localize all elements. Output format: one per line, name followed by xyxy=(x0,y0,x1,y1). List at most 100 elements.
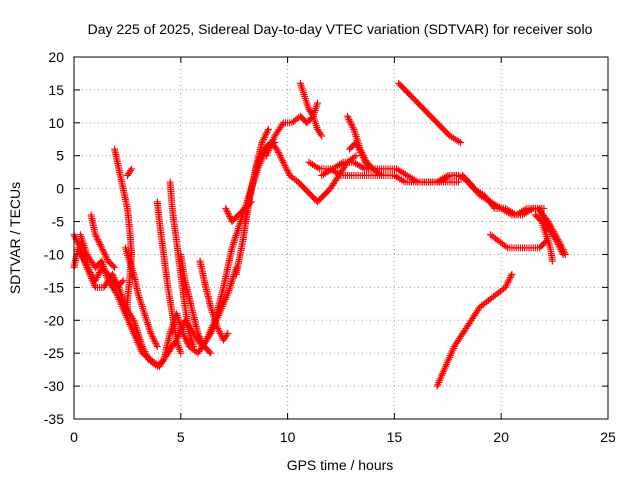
data-point-marker xyxy=(336,161,344,169)
data-point-marker xyxy=(232,232,240,240)
data-point-marker xyxy=(94,236,102,244)
data-point-marker xyxy=(108,270,116,278)
data-point-marker xyxy=(477,189,485,197)
data-point-marker xyxy=(503,280,511,288)
data-point-marker xyxy=(109,262,117,270)
data-point-marker xyxy=(312,163,320,171)
series-track-20 xyxy=(346,139,373,173)
data-point-marker xyxy=(263,129,271,137)
data-point-marker xyxy=(223,208,231,216)
data-point-marker xyxy=(132,323,140,331)
x-tick-label: 5 xyxy=(177,429,185,445)
data-point-marker xyxy=(394,174,402,182)
data-point-marker xyxy=(150,336,158,344)
data-point-marker xyxy=(347,120,355,128)
x-axis-label: GPS time / hours xyxy=(287,457,394,473)
x-tick-label: 25 xyxy=(600,429,616,445)
series-track-10 xyxy=(177,250,215,357)
data-point-marker xyxy=(349,124,357,132)
data-point-marker xyxy=(99,247,107,255)
data-point-marker xyxy=(148,331,156,339)
x-tick-label: 20 xyxy=(493,429,509,445)
series-track-07 xyxy=(121,244,161,351)
data-point-marker xyxy=(279,157,287,165)
data-point-marker xyxy=(512,211,520,219)
data-point-marker xyxy=(234,225,242,233)
data-point-marker xyxy=(357,148,365,156)
data-point-marker xyxy=(196,334,204,342)
data-point-marker xyxy=(334,162,342,170)
data-point-marker xyxy=(352,139,360,147)
data-point-marker xyxy=(346,117,354,125)
data-point-marker xyxy=(256,153,264,161)
data-point-marker xyxy=(347,119,355,127)
data-point-marker xyxy=(224,329,232,337)
data-point-marker xyxy=(440,174,448,182)
data-point-marker xyxy=(97,242,105,250)
data-point-marker xyxy=(73,237,81,245)
data-point-marker xyxy=(148,333,156,341)
data-point-marker xyxy=(282,163,290,171)
data-point-marker xyxy=(92,232,100,240)
data-point-marker xyxy=(556,244,564,252)
data-point-marker xyxy=(362,158,370,166)
data-point-marker xyxy=(101,250,109,258)
data-point-marker xyxy=(320,170,328,178)
data-point-marker xyxy=(314,99,322,107)
data-point-marker xyxy=(113,280,121,288)
data-point-marker xyxy=(151,338,159,346)
data-point-marker xyxy=(469,185,477,193)
data-point-marker xyxy=(235,221,243,229)
data-point-marker xyxy=(505,275,513,283)
series-track-21 xyxy=(395,79,465,147)
data-point-marker xyxy=(131,320,139,328)
data-point-marker xyxy=(509,209,517,217)
data-point-marker xyxy=(231,233,239,241)
series-track-16 xyxy=(296,79,326,140)
data-point-marker xyxy=(71,232,79,240)
data-point-marker xyxy=(359,153,367,161)
data-point-marker xyxy=(177,349,185,357)
data-point-marker xyxy=(335,170,343,178)
data-point-marker xyxy=(554,241,562,249)
data-point-marker xyxy=(147,329,155,337)
series-track-25 xyxy=(531,211,556,265)
data-point-marker xyxy=(318,132,326,140)
data-point-marker xyxy=(317,130,325,138)
data-point-marker xyxy=(199,339,207,347)
data-point-marker xyxy=(473,187,481,195)
data-point-marker xyxy=(123,310,131,318)
data-point-marker xyxy=(100,249,108,257)
data-point-marker xyxy=(130,316,138,324)
data-point-marker xyxy=(91,231,99,239)
data-point-marker xyxy=(258,139,266,147)
y-tick-label: -30 xyxy=(44,378,64,394)
data-point-marker xyxy=(112,278,120,286)
data-point-marker xyxy=(435,177,443,185)
data-point-marker xyxy=(284,168,292,176)
data-point-marker xyxy=(95,239,103,247)
data-point-marker xyxy=(152,339,160,347)
data-point-marker xyxy=(130,318,138,326)
data-point-marker xyxy=(396,167,404,175)
data-point-marker xyxy=(149,334,157,342)
data-point-marker xyxy=(281,162,289,170)
data-point-marker xyxy=(358,150,366,158)
data-point-marker xyxy=(182,336,190,344)
data-point-marker xyxy=(517,208,525,216)
data-point-marker xyxy=(262,130,270,138)
data-point-marker xyxy=(111,264,119,272)
series-track-08 xyxy=(153,198,185,357)
data-point-marker xyxy=(225,211,233,219)
data-point-marker xyxy=(455,137,463,145)
x-tick-label: 10 xyxy=(280,429,296,445)
data-point-marker xyxy=(393,165,401,173)
data-point-marker xyxy=(93,234,101,242)
data-point-marker xyxy=(490,203,498,211)
data-point-marker xyxy=(274,147,282,155)
data-point-marker xyxy=(508,270,516,278)
data-point-marker xyxy=(214,325,222,332)
series-track-26 xyxy=(433,270,516,390)
data-point-marker xyxy=(558,247,566,255)
